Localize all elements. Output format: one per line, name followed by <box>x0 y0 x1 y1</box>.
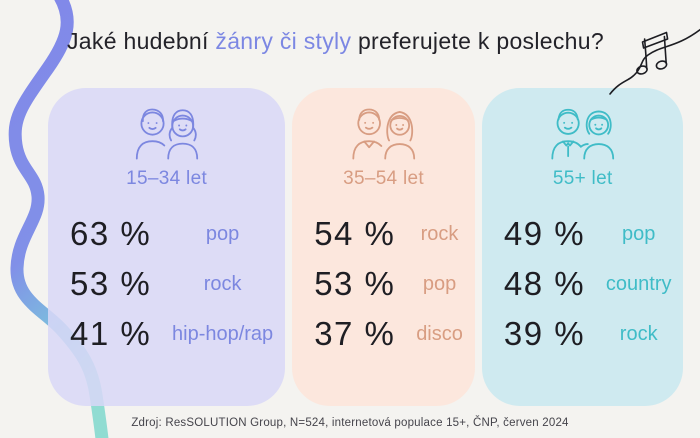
genre-row: 53 % rock <box>48 259 285 309</box>
percent-value: 37 % <box>314 315 396 352</box>
percent-value: 53 % <box>314 265 396 302</box>
percent-value: 54 % <box>314 215 396 252</box>
genre-rows: 49 % pop 48 % country 39 % rock <box>482 209 684 359</box>
genre-label: pop <box>622 222 656 245</box>
source-note: Zdroj: ResSOLUTION Group, N=524, interne… <box>131 417 569 429</box>
genre-label: rock <box>420 222 459 245</box>
title-prefix: Jaké hudební <box>67 28 216 54</box>
young-couple-icon <box>48 103 285 161</box>
genre-label: disco <box>416 322 463 345</box>
page-title: Jaké hudební žánry či styly preferujete … <box>67 28 604 55</box>
senior-couple-icon <box>482 103 684 161</box>
card-55-plus: 55+ let 49 % pop 48 % country 39 % rock <box>481 88 684 406</box>
percent-value: 41 % <box>70 315 152 352</box>
genre-label: hip-hop/rap <box>172 322 274 345</box>
genre-row: 53 % pop <box>292 259 475 309</box>
genre-label: rock <box>619 322 658 345</box>
card-35-54: 35–54 let 54 % rock 53 % pop 37 % disco <box>292 88 475 406</box>
genre-row: 49 % pop <box>482 209 684 259</box>
genre-label: pop <box>422 272 457 295</box>
percent-value: 39 % <box>503 315 586 352</box>
adult-couple-icon <box>292 103 475 161</box>
card-15-34: 15–34 let 63 % pop 53 % rock 41 % hip-ho… <box>48 88 286 406</box>
genre-row: 37 % disco <box>292 309 475 359</box>
genre-label: rock <box>203 272 242 295</box>
age-label-55-plus: 55+ let <box>552 168 613 189</box>
genre-row: 41 % hip-hop/rap <box>48 309 285 359</box>
genre-row: 63 % pop <box>48 209 285 259</box>
genre-label: pop <box>205 222 240 245</box>
percent-value: 49 % <box>503 215 586 252</box>
title-accent: žánry či styly <box>215 28 352 54</box>
percent-value: 63 % <box>70 215 152 252</box>
genre-row: 54 % rock <box>292 209 475 259</box>
percent-value: 48 % <box>503 265 586 302</box>
age-label-35-54: 35–54 let <box>343 168 424 189</box>
age-group-cards: 15–34 let 63 % pop 53 % rock 41 % hip-ho… <box>48 88 684 406</box>
music-notes-doodle-icon <box>609 28 700 95</box>
percent-value: 53 % <box>70 265 152 302</box>
genre-rows: 63 % pop 53 % rock 41 % hip-hop/rap <box>48 209 285 359</box>
age-label-15-34: 15–34 let <box>126 168 208 189</box>
title-suffix: preferujete k poslechu? <box>351 28 604 54</box>
genre-rows: 54 % rock 53 % pop 37 % disco <box>292 209 475 359</box>
genre-row: 39 % rock <box>482 309 684 359</box>
genre-label: country <box>605 272 672 295</box>
genre-row: 48 % country <box>482 259 684 309</box>
